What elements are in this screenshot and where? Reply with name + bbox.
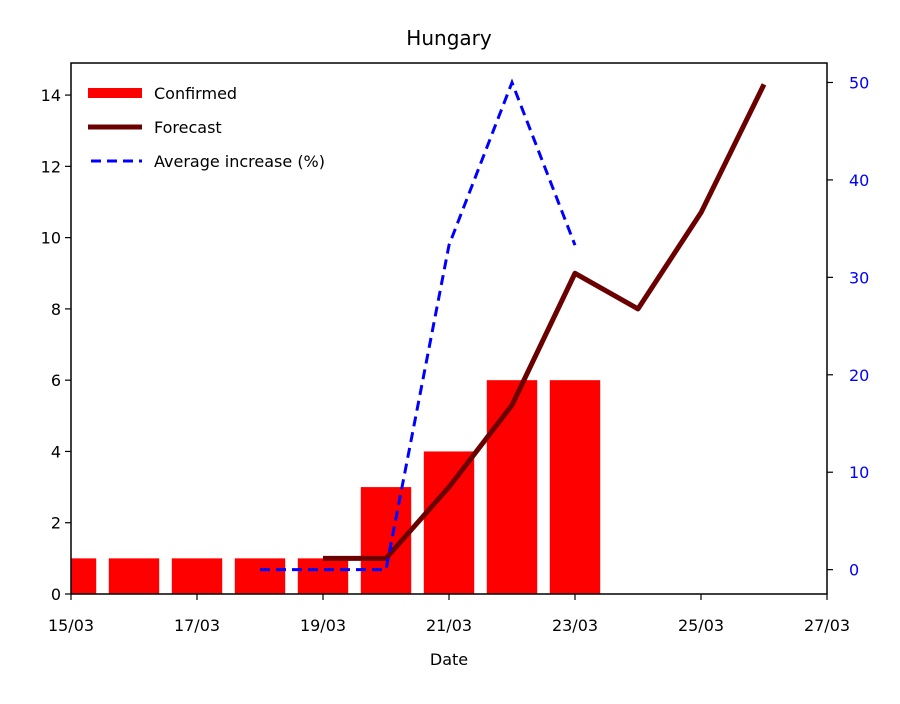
chart-title: Hungary (406, 26, 492, 50)
x-tick-label: 15/03 (48, 616, 94, 635)
bar-confirmed (423, 451, 475, 594)
legend-label: Confirmed (154, 84, 237, 103)
bar-confirmed (71, 558, 97, 594)
x-tick-label: 19/03 (300, 616, 346, 635)
y2-tick-label: 10 (849, 463, 869, 482)
plot-area: 0 2 4 6 8 10 12 14 0 10 20 30 40 50 15/03 17/03 19/03 21/… (41, 62, 869, 635)
y2-tick-label: 40 (849, 171, 869, 190)
y-tick-label: 4 (51, 442, 61, 461)
x-tick-label: 27/03 (804, 616, 850, 635)
bar-confirmed (234, 558, 286, 594)
x-axis-label: Date (430, 650, 468, 669)
y-tick-label: 0 (51, 585, 61, 604)
bar-confirmed (549, 380, 601, 594)
x-tick-label: 17/03 (174, 616, 220, 635)
x-tick-label: 25/03 (678, 616, 724, 635)
forecast-line (323, 83, 767, 561)
y-tick-label: 10 (41, 229, 61, 248)
y-tick-label: 12 (41, 157, 61, 176)
x-tick-label: 21/03 (426, 616, 472, 635)
legend-label: Forecast (154, 118, 222, 137)
bar-confirmed (171, 558, 223, 594)
average-increase-line (260, 78, 577, 572)
x-tick-label: 23/03 (552, 616, 598, 635)
y-tick-label: 14 (41, 86, 61, 105)
bar-confirmed (108, 558, 160, 594)
y2-tick-label: 30 (849, 268, 869, 287)
y2-tick-label: 50 (849, 73, 869, 92)
bar-confirmed (486, 380, 538, 594)
y2-tick-label: 20 (849, 366, 869, 385)
y-tick-label: 2 (51, 514, 61, 533)
y-tick-label: 8 (51, 300, 61, 319)
bar-confirmed (297, 558, 349, 594)
plot-series (71, 78, 767, 594)
y-tick-label: 6 (51, 371, 61, 390)
y2-tick-label: 0 (849, 561, 859, 580)
legend: Confirmed Forecast Average increase (%) (88, 84, 325, 171)
legend-label: Average increase (%) (154, 152, 325, 171)
legend-swatch-confirmed (88, 88, 142, 98)
